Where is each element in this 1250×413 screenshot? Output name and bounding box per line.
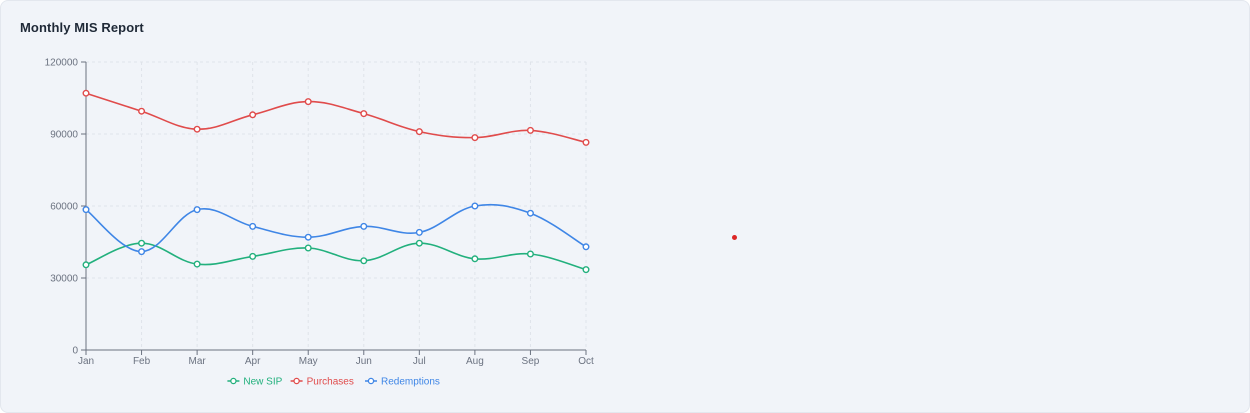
data-point-redemptions (360, 222, 368, 230)
legend-marker-new_sip (230, 377, 237, 385)
data-point-purchases (249, 111, 257, 119)
x-tick-label: Oct (578, 356, 594, 367)
x-tick-label: Sep (522, 356, 540, 367)
x-tick-label: Mar (188, 356, 206, 367)
data-point-new_sip (138, 239, 146, 247)
data-point-redemptions (249, 222, 257, 230)
data-point-redemptions (471, 202, 479, 210)
data-point-new_sip (249, 252, 257, 260)
x-tick-label: Feb (133, 356, 151, 367)
data-point-new_sip (82, 261, 90, 269)
data-point-purchases (582, 138, 590, 146)
legend-item-redemptions: Redemptions (365, 377, 440, 388)
x-tick-label: Jun (356, 356, 372, 367)
red-dot-marker (732, 235, 737, 240)
x-tick-label: Apr (245, 356, 261, 367)
y-tick-label: 0 (72, 346, 78, 357)
data-point-purchases (304, 98, 312, 106)
legend: New SIP Purchases Redemptions (227, 377, 440, 388)
y-tick-label: 120000 (45, 58, 79, 69)
y-tick-label: 90000 (50, 130, 78, 141)
data-point-purchases (526, 126, 534, 134)
card-title: Monthly MIS Report (20, 20, 144, 35)
series-purchases (82, 89, 590, 146)
data-point-purchases (415, 128, 423, 136)
data-point-purchases (471, 134, 479, 142)
legend-label-redemptions: Redemptions (381, 377, 440, 388)
x-tick-label: Jul (413, 356, 426, 367)
data-point-redemptions (138, 248, 146, 256)
data-point-new_sip (304, 244, 312, 252)
data-point-redemptions (193, 206, 201, 214)
data-point-new_sip (415, 239, 423, 247)
legend-item-purchases: Purchases (290, 377, 354, 388)
data-point-purchases (82, 89, 90, 97)
series-line-redemptions (85, 203, 587, 253)
legend-marker-purchases (293, 377, 300, 385)
data-point-redemptions (304, 233, 312, 241)
data-point-purchases (138, 107, 146, 115)
series-line-new_sip (85, 242, 587, 271)
legend-item-new_sip: New SIP (227, 377, 283, 388)
series-redemptions (82, 202, 590, 256)
data-point-new_sip (360, 257, 368, 265)
x-tick-label: Jan (78, 356, 94, 367)
data-point-new_sip (526, 250, 534, 258)
data-point-redemptions (82, 206, 90, 214)
legend-label-new_sip: New SIP (243, 377, 282, 388)
series-line-purchases (85, 92, 587, 144)
data-point-redemptions (582, 243, 590, 251)
data-point-redemptions (526, 209, 534, 217)
legend-marker-redemptions (367, 377, 375, 385)
y-tick-label: 30000 (50, 274, 78, 285)
data-point-purchases (360, 110, 368, 118)
series-new_sip (82, 239, 590, 274)
y-tick-label: 60000 (50, 202, 78, 213)
data-point-new_sip (582, 266, 590, 274)
data-point-purchases (193, 125, 201, 133)
data-point-redemptions (415, 228, 423, 236)
x-tick-label: May (299, 356, 318, 367)
data-point-new_sip (193, 260, 201, 268)
x-tick-label: Aug (466, 356, 484, 367)
data-point-new_sip (471, 255, 479, 263)
legend-label-purchases: Purchases (307, 377, 354, 388)
